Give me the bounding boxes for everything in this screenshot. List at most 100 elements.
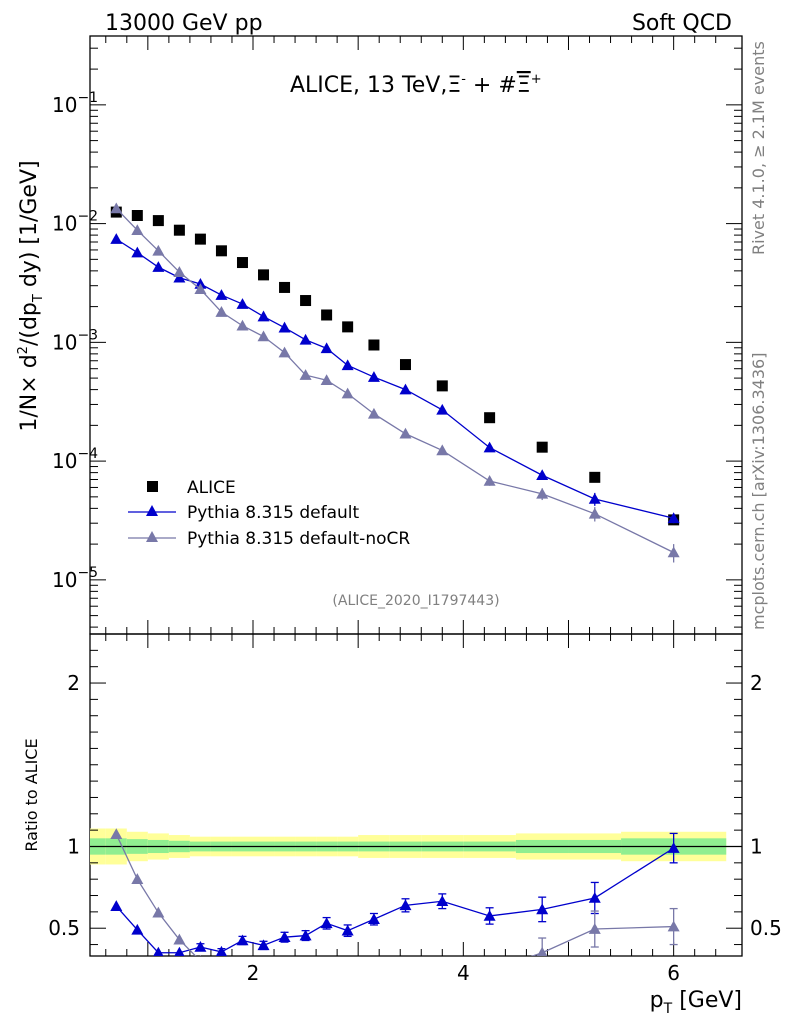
ratio-point (215, 945, 228, 956)
ratio-y-tick-label-right: 1 (750, 834, 763, 858)
ratio-point (199, 954, 202, 956)
ratio-series-pythia-default (110, 832, 680, 956)
data-point (110, 202, 123, 214)
data-point (278, 346, 291, 358)
ratio-point (110, 900, 123, 911)
data-point (588, 507, 601, 519)
y-tick-label: 10−5 (52, 565, 98, 592)
ratio-line (115, 847, 674, 954)
data-point (536, 469, 549, 481)
ratio-point (436, 895, 449, 907)
ratio-point (174, 946, 185, 956)
data-point (483, 441, 496, 453)
data-point (589, 471, 601, 483)
data-point (194, 283, 207, 295)
data-point (215, 245, 227, 257)
ratio-axis-ticks (90, 634, 742, 956)
data-point (152, 244, 165, 256)
data-point (215, 306, 228, 317)
ratio-point (484, 965, 496, 976)
data-point (300, 295, 312, 307)
data-point (342, 321, 354, 333)
ratio-point (173, 933, 186, 945)
series-line (115, 208, 674, 554)
data-point (341, 359, 354, 371)
ratio-point (299, 929, 312, 941)
data-point (194, 233, 206, 245)
data-point (367, 407, 380, 419)
data-point (215, 289, 228, 300)
ratio-point (321, 965, 333, 976)
data-point (320, 374, 333, 386)
ratio-point (367, 913, 380, 925)
ratio-point (194, 941, 207, 952)
ratio-point (667, 842, 680, 853)
data-point (131, 210, 143, 222)
data-point (321, 309, 333, 321)
series-pythia-default (110, 233, 680, 524)
ratio-point (399, 968, 411, 979)
plot-title: ALICE, 13 TeV,Ξ- + #Ξ+ (290, 72, 542, 98)
ratio-point (300, 965, 312, 976)
data-point (483, 474, 496, 486)
ratio-y-tick-label-right: 0.5 (750, 916, 782, 940)
ratio-point (278, 931, 291, 943)
x-tick-label: 4 (457, 961, 470, 985)
ratio-point (236, 934, 249, 946)
main-series-group (110, 202, 680, 563)
data-point (257, 330, 270, 342)
data-point (279, 281, 291, 293)
data-point (367, 371, 380, 382)
ratio-point (341, 924, 354, 936)
ratio-point (257, 939, 270, 951)
data-point (110, 233, 123, 244)
data-point (536, 487, 549, 499)
data-point (258, 269, 270, 281)
ratio-point (279, 963, 291, 974)
data-point (667, 512, 680, 524)
data-point (436, 403, 449, 415)
data-point (131, 224, 144, 235)
ratio-point (436, 966, 448, 977)
data-point (368, 339, 380, 351)
y-tick-label: 10−2 (52, 209, 98, 236)
data-point (131, 246, 144, 258)
data-point (399, 359, 411, 371)
main-axis-ticks (90, 36, 742, 634)
header-left: 13000 GeV pp (105, 11, 263, 36)
analysis-id: (ALICE_2020_I1797443) (332, 593, 499, 609)
data-point (588, 492, 601, 504)
x-tick-label: 2 (247, 961, 260, 985)
data-point (152, 215, 164, 227)
ratio-point (152, 906, 165, 918)
legend-marker-nocr (146, 531, 158, 542)
ratio-point (320, 917, 333, 929)
data-point (257, 310, 270, 322)
ratio-point (215, 958, 227, 969)
data-point (173, 271, 186, 283)
ratio-y-tick-labels: 0.5 0.5 1 1 2 2 (48, 671, 782, 940)
data-point (299, 369, 312, 380)
data-point (152, 261, 165, 272)
x-axis-label: pT [GeV] (650, 988, 742, 1017)
data-point (667, 546, 680, 558)
rivet-info: Rivet 4.1.0, ≥ 2.1M events (749, 41, 768, 255)
data-point (484, 412, 496, 424)
legend-marker-alice (147, 481, 158, 492)
ratio-x-tick-labels: 2 4 6 (247, 961, 680, 985)
ratio-point (483, 909, 496, 921)
ratio-point (399, 899, 412, 911)
legend-label-default: Pythia 8.315 default (187, 503, 360, 523)
main-y-tick-labels: 10−5 10−4 10−3 10−2 10−1 (52, 90, 98, 592)
data-point (299, 333, 312, 345)
legend: ALICE Pythia 8.315 default Pythia 8.315 … (128, 478, 410, 549)
ratio-y-tick-label-right: 2 (750, 671, 763, 695)
ratio-point (131, 923, 144, 935)
ratio-point (110, 828, 123, 840)
data-point (320, 342, 333, 354)
mcplots-info: mcplots.cern.ch [arXiv:1306.3436] (749, 353, 768, 630)
legend-marker-default (146, 505, 158, 516)
data-point (436, 380, 448, 392)
data-point (436, 444, 449, 456)
